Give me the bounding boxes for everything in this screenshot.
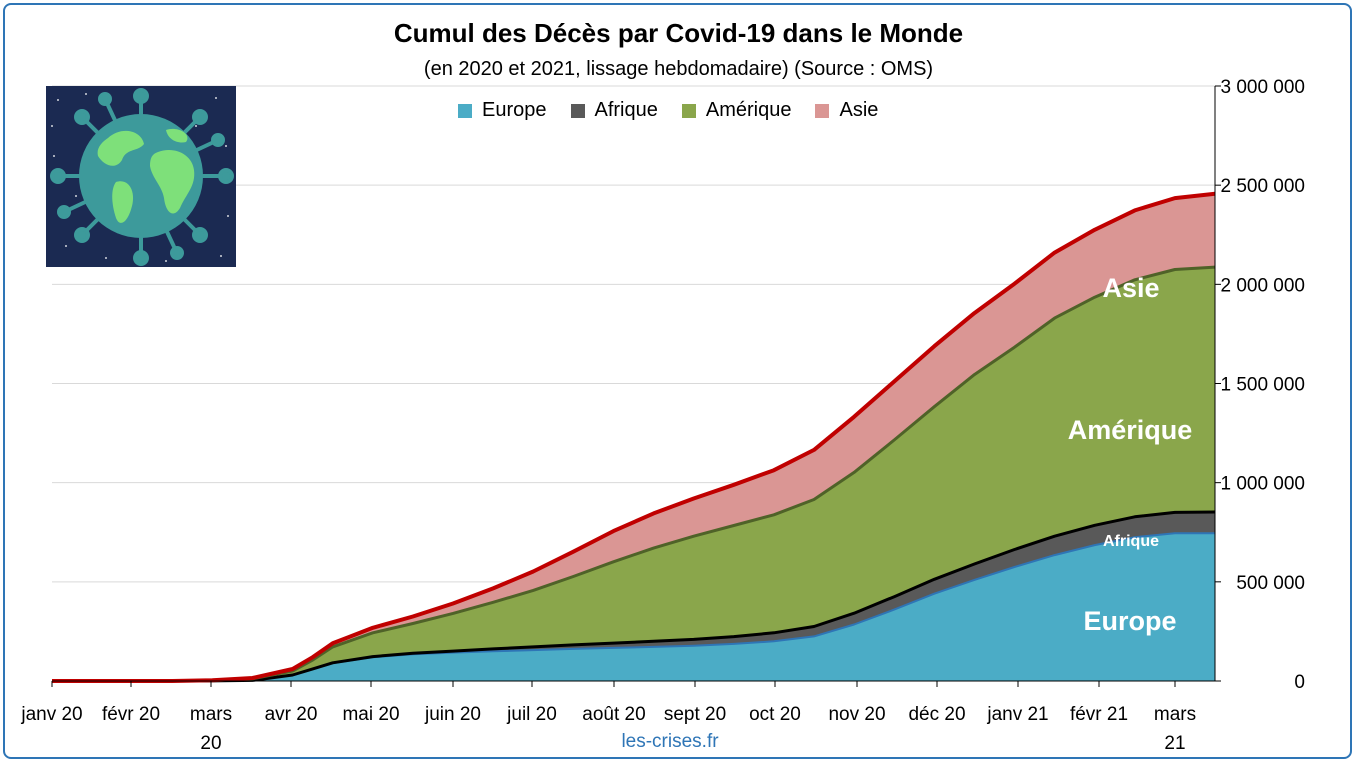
area-labels: Asie Amérique Afrique Europe — [1068, 273, 1193, 636]
x-tick-label: déc 20 — [908, 704, 965, 725]
legend-swatch-afrique — [570, 103, 585, 118]
legend-label-amerique: Amérique — [705, 99, 792, 121]
area-asie — [52, 193, 1215, 681]
y-tick-label: 1 500 000 — [1220, 375, 1305, 396]
x-axis-ticks: janv 20 févr 20 mars 20 avr 20 mai 20 juin 20 j… — [20, 681, 1196, 754]
legend-swatch-asie — [815, 103, 830, 118]
x-tick-label: 21 — [1164, 733, 1185, 754]
x-tick-label: août 20 — [582, 704, 645, 725]
x-tick-label: mars — [1154, 704, 1196, 725]
x-tick-label: oct 20 — [749, 704, 801, 725]
y-tick-label: 0 — [1294, 672, 1305, 693]
x-tick-label: avr 20 — [265, 704, 318, 725]
area-label-afrique: Afrique — [1103, 533, 1159, 550]
x-tick-label: juin 20 — [424, 704, 481, 725]
legend-item-asie: Asie — [815, 99, 878, 122]
legend-item-europe: Europe — [458, 99, 547, 122]
legend-swatch-amerique — [681, 103, 696, 118]
chart-subtitle: (en 2020 et 2021, lissage hebdomadaire) … — [423, 58, 934, 80]
x-tick-label: janv 20 — [20, 704, 82, 725]
x-tick-label: févr 20 — [102, 704, 160, 725]
y-tick-label: 2 000 000 — [1220, 275, 1305, 296]
y-tick-label: 3 000 000 — [1220, 77, 1305, 98]
y-axis-ticks: 0 500 000 1 000 000 1 500 000 2 000 000 2 500… — [1215, 77, 1305, 693]
area-europe — [52, 533, 1215, 681]
x-tick-label: févr 21 — [1070, 704, 1128, 725]
chart-frame — [3, 3, 1352, 759]
stacked-areas — [52, 191, 1216, 683]
legend-swatch-europe — [458, 103, 472, 118]
chart-title: Cumul des Décès par Covid-19 dans le Mon… — [393, 18, 964, 48]
legend: Europe Afrique Amérique Asie — [458, 99, 878, 122]
x-tick-label: mai 20 — [342, 704, 399, 725]
legend-item-amerique: Amérique — [681, 99, 792, 122]
area-label-asie: Asie — [1102, 273, 1159, 303]
x-tick-label: juil 20 — [506, 704, 557, 725]
x-tick-label: 20 — [200, 733, 221, 754]
legend-item-afrique: Afrique — [570, 99, 658, 122]
y-tick-label: 500 000 — [1236, 573, 1305, 594]
x-tick-label: sept 20 — [664, 704, 726, 725]
area-amérique — [52, 267, 1215, 681]
y-tick-label: 2 500 000 — [1220, 176, 1305, 197]
legend-label-asie: Asie — [839, 99, 879, 121]
legend-label-afrique: Afrique — [594, 99, 658, 121]
area-label-amérique: Amérique — [1068, 415, 1193, 445]
x-tick-label: mars — [190, 704, 232, 725]
series-line-afrique — [52, 510, 1216, 683]
area-label-europe: Europe — [1083, 606, 1176, 636]
x-tick-label: nov 20 — [828, 704, 885, 725]
x-tick-label: janv 21 — [986, 704, 1048, 725]
covid-globe-image — [46, 86, 236, 267]
legend-label-europe: Europe — [482, 99, 547, 121]
y-tick-label: 1 000 000 — [1220, 474, 1305, 495]
series-line-asie — [52, 191, 1216, 683]
source-link[interactable]: les-crises.fr — [621, 731, 719, 752]
